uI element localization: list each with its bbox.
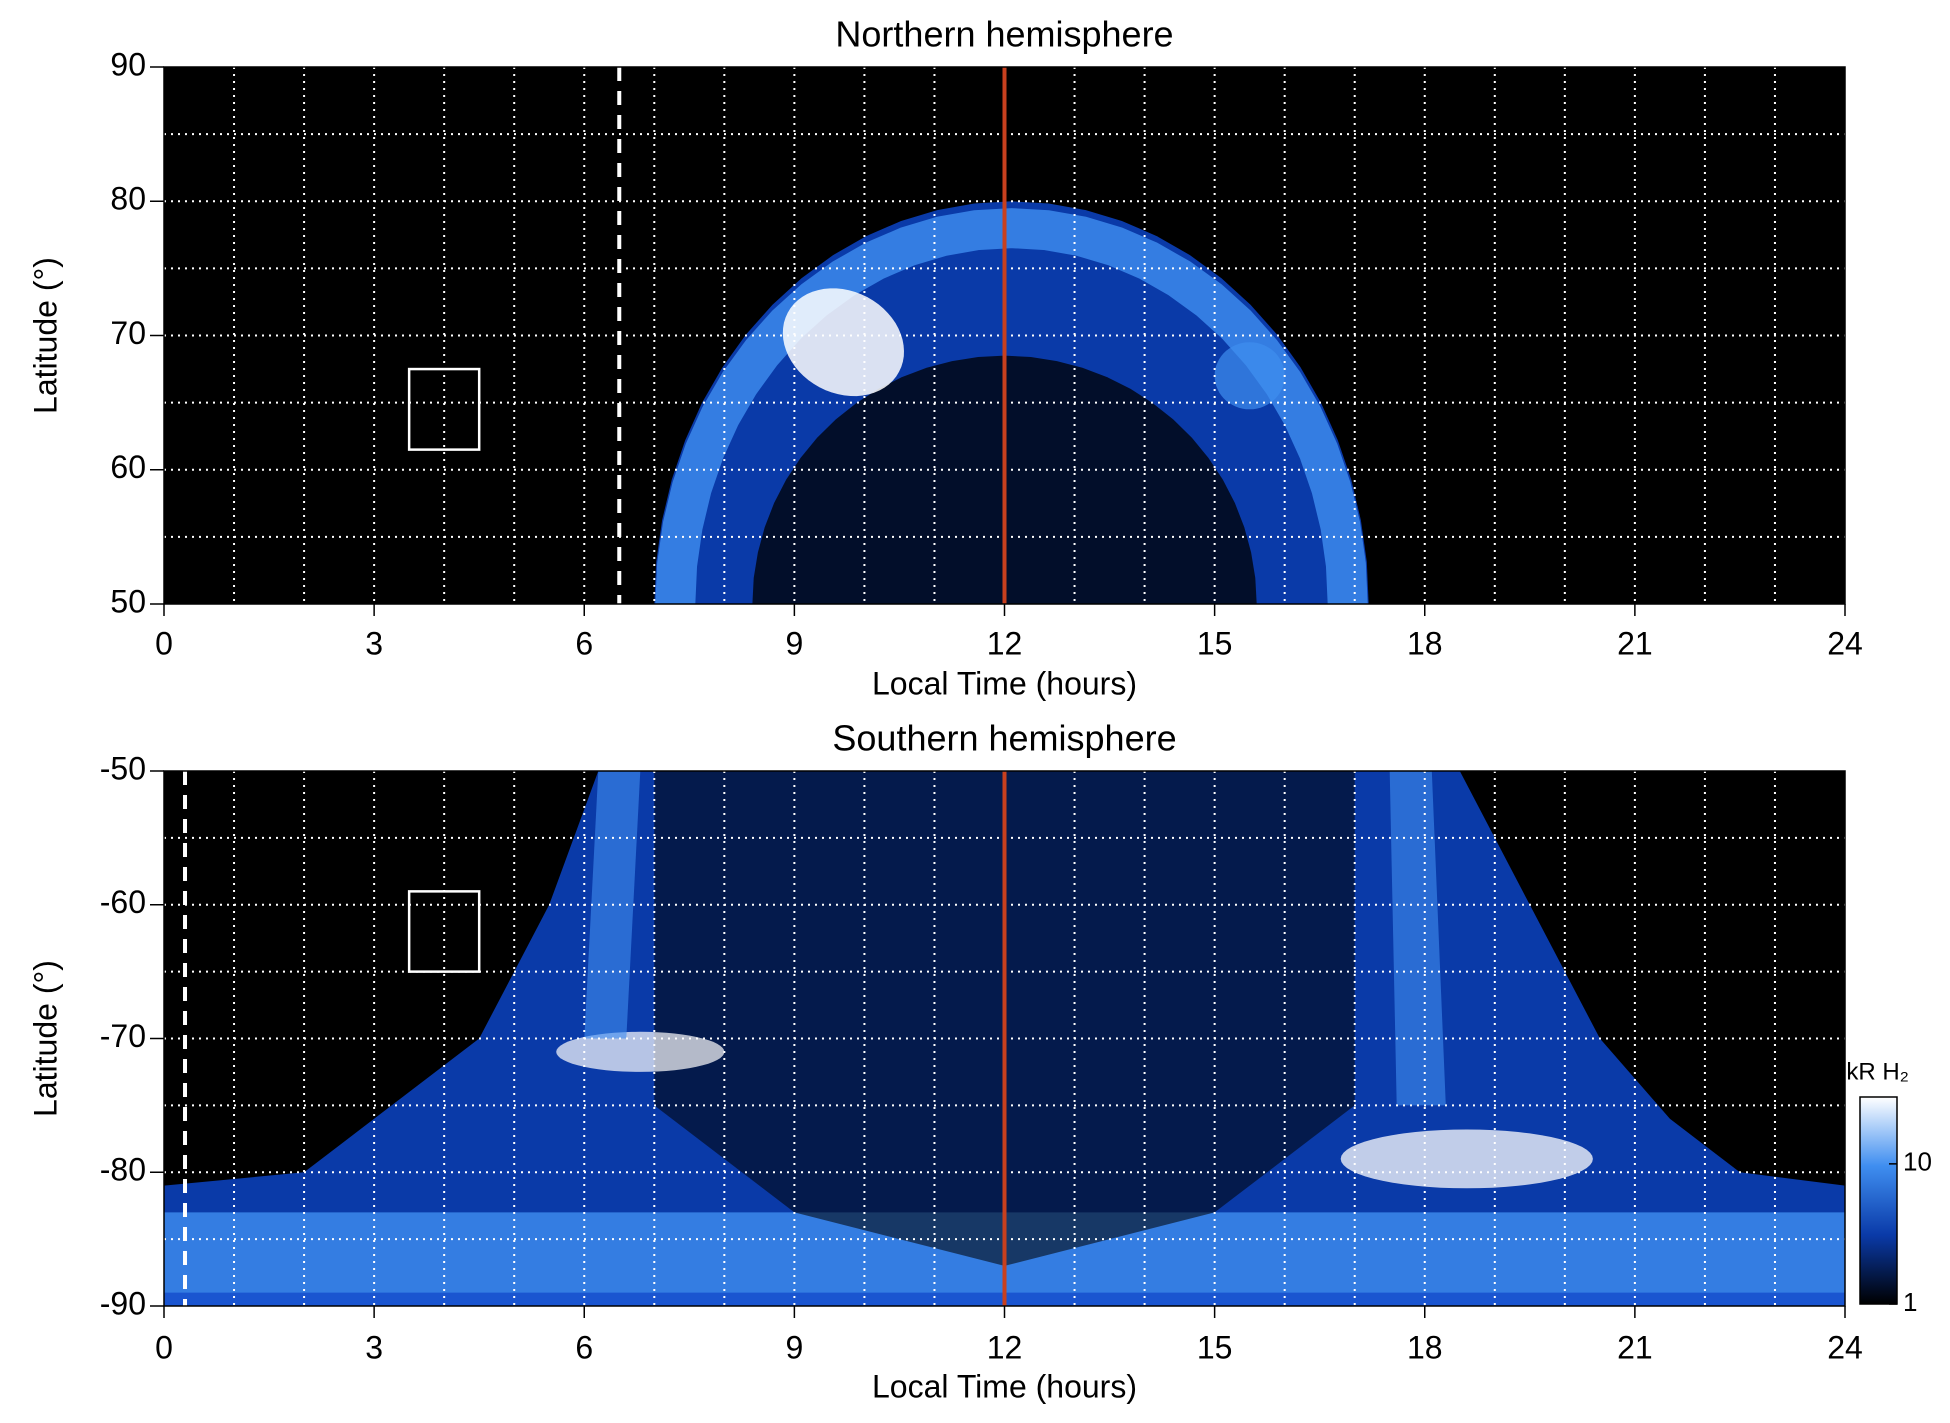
emission-bright xyxy=(1214,342,1285,410)
x-tick-label: 21 xyxy=(1617,1329,1653,1365)
y-tick-label: -50 xyxy=(100,750,146,786)
x-axis-label: Local Time (hours) xyxy=(872,1368,1137,1404)
x-tick-label: 9 xyxy=(785,1329,803,1365)
y-tick-label: 60 xyxy=(110,449,146,485)
y-tick-label: -90 xyxy=(100,1285,146,1321)
x-tick-label: 15 xyxy=(1197,1329,1233,1365)
x-tick-label: 15 xyxy=(1197,625,1233,661)
y-tick-label: 90 xyxy=(110,46,146,82)
x-tick-label: 24 xyxy=(1827,625,1863,661)
x-tick-label: 3 xyxy=(365,1329,383,1365)
x-tick-label: 21 xyxy=(1617,625,1653,661)
x-tick-label: 0 xyxy=(155,625,173,661)
y-tick-label: -60 xyxy=(100,884,146,920)
emission-bright xyxy=(782,288,904,397)
chart-title: Northern hemisphere xyxy=(835,14,1173,55)
x-tick-label: 18 xyxy=(1407,1329,1443,1365)
colorbar xyxy=(1859,1096,1898,1305)
x-tick-label: 12 xyxy=(987,625,1023,661)
x-tick-label: 12 xyxy=(987,1329,1023,1365)
x-tick-label: 6 xyxy=(575,1329,593,1365)
x-tick-label: 3 xyxy=(365,625,383,661)
y-tick-label: 80 xyxy=(110,181,146,217)
emission-bright xyxy=(1340,1129,1593,1189)
colorbar-tick-label: 1 xyxy=(1903,1287,1917,1317)
y-tick-label: -80 xyxy=(100,1152,146,1188)
region-box xyxy=(407,367,481,451)
y-tick-label: -70 xyxy=(100,1018,146,1054)
y-axis-label: Latitude (°) xyxy=(27,257,63,414)
colorbar-label: kR H₂ xyxy=(1846,1058,1909,1085)
region-box xyxy=(407,890,481,973)
emission-oval xyxy=(655,208,1368,604)
y-tick-label: 50 xyxy=(110,583,146,619)
y-axis-label: Latitude (°) xyxy=(27,960,63,1117)
colorbar-tick-label: 10 xyxy=(1903,1147,1932,1177)
y-tick-label: 70 xyxy=(110,315,146,351)
x-tick-label: 0 xyxy=(155,1329,173,1365)
chart-title: Southern hemisphere xyxy=(832,718,1176,759)
x-tick-label: 18 xyxy=(1407,625,1443,661)
x-axis-label: Local Time (hours) xyxy=(872,665,1137,701)
x-tick-label: 24 xyxy=(1827,1329,1863,1365)
x-tick-label: 6 xyxy=(575,625,593,661)
emission-bright xyxy=(556,1031,725,1072)
x-tick-label: 9 xyxy=(785,625,803,661)
emission-arc xyxy=(1389,771,1446,1106)
